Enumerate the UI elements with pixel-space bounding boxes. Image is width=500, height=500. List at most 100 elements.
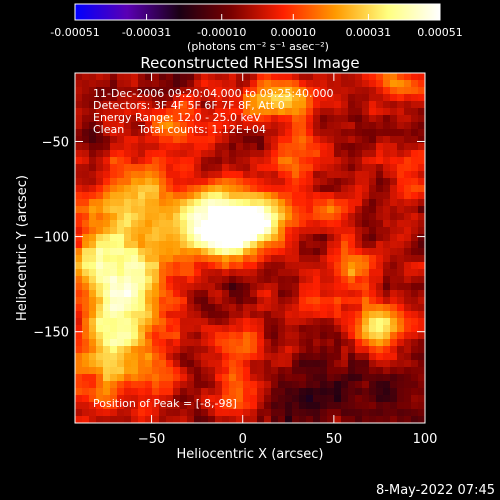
heatmap-cell	[222, 297, 230, 305]
heatmap-cell	[334, 381, 342, 389]
heatmap-cell	[138, 87, 146, 95]
heatmap-cell	[89, 311, 97, 319]
heatmap-cell	[348, 227, 356, 235]
heatmap-cell	[257, 262, 265, 270]
heatmap-cell	[201, 157, 209, 165]
heatmap-cell	[355, 248, 363, 256]
heatmap-cell	[348, 129, 356, 137]
heatmap-cell	[159, 346, 167, 354]
heatmap-cell	[404, 122, 412, 130]
heatmap-cell	[383, 276, 391, 284]
heatmap-cell	[229, 108, 237, 116]
heatmap-cell	[236, 395, 244, 403]
heatmap-cell	[103, 367, 111, 375]
heatmap-cell	[306, 269, 314, 277]
heatmap-cell	[145, 164, 153, 172]
heatmap-cell	[194, 73, 202, 81]
heatmap-cell	[418, 220, 426, 228]
heatmap-cell	[82, 101, 90, 109]
heatmap-cell	[313, 115, 321, 123]
heatmap-cell	[292, 157, 300, 165]
heatmap-cell	[124, 178, 132, 186]
heatmap-cell	[320, 157, 328, 165]
heatmap-cell	[355, 136, 363, 144]
heatmap-cell	[299, 318, 307, 326]
heatmap-cell	[383, 409, 391, 417]
heatmap-cell	[110, 311, 118, 319]
heatmap-cell	[306, 297, 314, 305]
heatmap-cell	[96, 157, 104, 165]
colorbar-tick-label: 0.00031	[346, 26, 392, 39]
heatmap-cell	[180, 255, 188, 263]
heatmap-cell	[313, 136, 321, 144]
heatmap-cell	[362, 283, 370, 291]
heatmap-cell	[320, 199, 328, 207]
heatmap-cell	[75, 87, 83, 95]
heatmap-cell	[306, 150, 314, 158]
heatmap-cell	[124, 206, 132, 214]
heatmap-cell	[152, 178, 160, 186]
heatmap-cell	[257, 402, 265, 410]
heatmap-cell	[355, 311, 363, 319]
heatmap-cell	[96, 143, 104, 151]
heatmap-cell	[369, 290, 377, 298]
heatmap-cell	[124, 346, 132, 354]
heatmap-cell	[159, 360, 167, 368]
heatmap-cell	[369, 192, 377, 200]
heatmap-cell	[418, 129, 426, 137]
heatmap-cell	[138, 374, 146, 382]
heatmap-cell	[138, 325, 146, 333]
heatmap-cell	[236, 304, 244, 312]
heatmap-cell	[292, 262, 300, 270]
heatmap-cell	[376, 227, 384, 235]
heatmap-cell	[327, 192, 335, 200]
heatmap-cell	[187, 290, 195, 298]
heatmap-cell	[145, 269, 153, 277]
heatmap-cell	[166, 199, 174, 207]
heatmap-cell	[257, 206, 265, 214]
heatmap-cell	[383, 185, 391, 193]
heatmap-cell	[145, 150, 153, 158]
heatmap-cell	[320, 290, 328, 298]
heatmap-cell	[229, 381, 237, 389]
heatmap-cell	[257, 395, 265, 403]
heatmap-cell	[208, 122, 216, 130]
heatmap-cell	[299, 255, 307, 263]
heatmap-cell	[96, 227, 104, 235]
heatmap-cell	[320, 178, 328, 186]
heatmap-cell	[103, 171, 111, 179]
heatmap-cell	[369, 171, 377, 179]
heatmap-cell	[278, 255, 286, 263]
heatmap-cell	[180, 101, 188, 109]
heatmap-cell	[103, 255, 111, 263]
heatmap-cell	[166, 101, 174, 109]
heatmap-cell	[110, 185, 118, 193]
heatmap-cell	[285, 353, 293, 361]
heatmap-cell	[187, 297, 195, 305]
heatmap-cell	[166, 136, 174, 144]
heatmap-cell	[418, 353, 426, 361]
heatmap-cell	[222, 129, 230, 137]
heatmap-cell	[131, 388, 139, 396]
heatmap-cell	[166, 178, 174, 186]
heatmap-cell	[327, 87, 335, 95]
heatmap-cell	[271, 297, 279, 305]
heatmap-cell	[404, 353, 412, 361]
heatmap-cell	[103, 297, 111, 305]
heatmap-cell	[285, 94, 293, 102]
heatmap-cell	[194, 227, 202, 235]
heatmap-cell	[355, 122, 363, 130]
heatmap-cell	[222, 94, 230, 102]
heatmap-cell	[187, 325, 195, 333]
heatmap-cell	[201, 171, 209, 179]
heatmap-cell	[89, 276, 97, 284]
heatmap-cell	[103, 234, 111, 242]
heatmap-cell	[299, 339, 307, 347]
heatmap-cell	[243, 241, 251, 249]
heatmap-cell	[397, 94, 405, 102]
heatmap-cell	[390, 73, 398, 81]
heatmap-cell	[369, 199, 377, 207]
heatmap-cell	[271, 367, 279, 375]
heatmap-cell	[117, 311, 125, 319]
heatmap-cell	[229, 199, 237, 207]
